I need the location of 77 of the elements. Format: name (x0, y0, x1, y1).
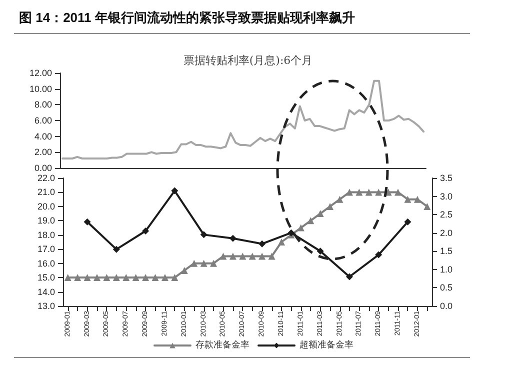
y-tick-label: 17.0 (37, 244, 55, 254)
point (112, 246, 120, 253)
y2-tick-label: 2.0 (440, 228, 453, 238)
y2-tick-label: 0.0 (440, 301, 453, 311)
point (258, 240, 266, 248)
y2-tick-label: 1.5 (440, 246, 453, 256)
y-tick-label: 8.00 (34, 100, 52, 110)
y-tick-label: 15.0 (37, 272, 55, 283)
point (278, 238, 285, 246)
point (375, 188, 382, 196)
y2-tick-label: 1.0 (440, 264, 453, 274)
point (84, 274, 91, 282)
y-tick-label: 6.00 (34, 116, 52, 126)
point (394, 188, 402, 196)
point (229, 234, 236, 242)
y2-tick-label: 0.5 (440, 282, 453, 293)
point (307, 217, 314, 224)
point (326, 202, 334, 210)
point (84, 218, 91, 226)
chart-title: 图 14：2011 年银行间流动性的紧张导致票据贴现利率飙升 (19, 10, 355, 25)
point (316, 210, 324, 218)
point (200, 260, 208, 267)
y-tick-label: 4.00 (34, 131, 52, 142)
point (404, 196, 412, 203)
point (200, 231, 208, 238)
legend-label: 超额准备金率 (300, 340, 354, 350)
y-tick-label: 2.00 (34, 147, 52, 158)
y2-tick-label: 2.5 (440, 210, 453, 220)
y-tick-label: 22.0 (37, 173, 55, 183)
point (248, 252, 256, 260)
point (74, 274, 82, 282)
point (316, 248, 324, 255)
point (414, 196, 421, 203)
point (346, 273, 353, 280)
y-tick-label: 16.0 (37, 258, 55, 268)
point (297, 224, 304, 232)
y-tick-label: 19.0 (37, 216, 55, 226)
y-tick-label: 13.0 (37, 301, 55, 311)
point (258, 252, 266, 260)
point (132, 274, 140, 282)
point (180, 266, 188, 274)
chart-subtitle: 票据转贴利率(月息):6个月 (183, 54, 313, 67)
y-tick-label: 21.0 (37, 187, 55, 198)
y-tick-label: 10.00 (29, 84, 52, 94)
point (375, 251, 382, 258)
point (190, 260, 198, 267)
y-tick-label: 18.0 (37, 230, 55, 240)
y-tick-label: 0.00 (34, 163, 52, 173)
point (424, 202, 431, 210)
point (404, 218, 412, 226)
point (161, 274, 168, 282)
point (229, 252, 236, 260)
point (268, 252, 276, 260)
legend-label: 存款准备金率 (196, 340, 250, 350)
point (356, 188, 363, 196)
point (112, 274, 120, 282)
point (171, 274, 178, 282)
line-series (61, 80, 425, 160)
point (336, 196, 344, 203)
point (152, 274, 159, 282)
point (365, 188, 372, 196)
y2-tick-label: 3.5 (440, 173, 453, 183)
point (210, 260, 218, 267)
point (239, 252, 246, 260)
point (64, 274, 72, 282)
y-tick-label: 12.00 (29, 68, 52, 78)
point (142, 274, 150, 282)
point (93, 274, 100, 282)
y-tick-label: 20.0 (37, 201, 55, 212)
y-tick-label: 14.0 (37, 286, 55, 297)
point (103, 274, 110, 282)
point (142, 228, 150, 235)
point (346, 188, 353, 196)
point (122, 274, 130, 282)
y2-tick-label: 3.0 (440, 191, 453, 202)
point (220, 252, 227, 260)
point (171, 187, 178, 194)
